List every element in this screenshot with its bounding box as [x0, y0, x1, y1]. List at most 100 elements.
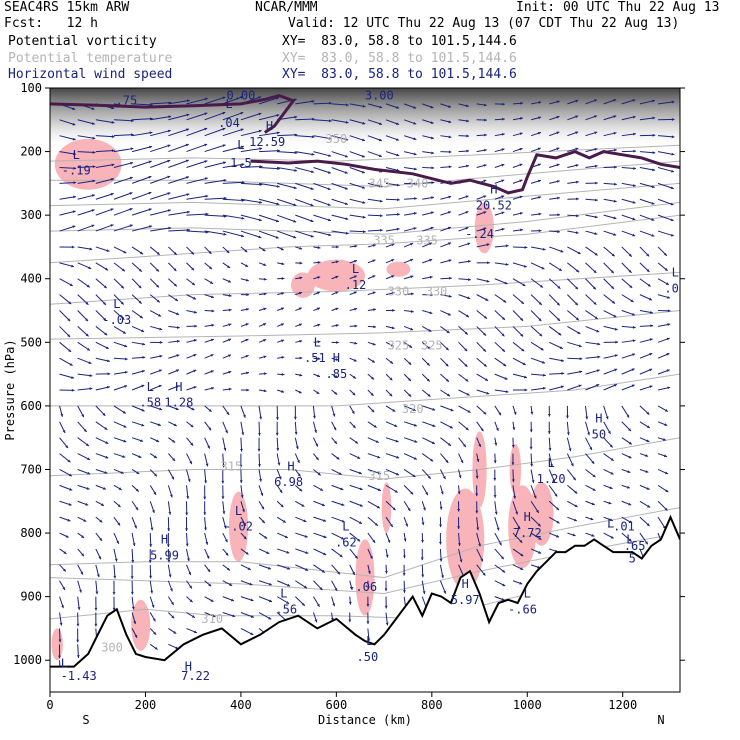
wind-arrow — [458, 278, 471, 281]
wind-arrow — [186, 612, 196, 619]
wind-arrow — [59, 453, 71, 463]
wind-arrow — [168, 210, 190, 216]
wind-arrow — [367, 182, 383, 188]
wind-arrow — [421, 485, 429, 496]
wind-arrow — [548, 262, 563, 272]
y-tick-label: 200 — [20, 145, 42, 159]
wind-arrow — [440, 326, 450, 334]
wind-arrow — [494, 132, 505, 137]
wind-arrow — [458, 373, 469, 382]
wind-arrow — [440, 310, 451, 316]
wind-arrow — [457, 517, 461, 529]
wind-arrow — [440, 294, 452, 298]
wind-arrow — [476, 341, 487, 352]
wind-arrow — [313, 291, 321, 296]
wind-arrow — [657, 166, 675, 173]
wind-arrow — [258, 469, 263, 482]
wind-arrow — [186, 194, 209, 200]
wind-arrow — [549, 246, 564, 253]
wind-arrow — [403, 325, 414, 331]
wind-arrow — [440, 150, 452, 154]
wind-arrow — [657, 437, 667, 441]
y-tick-label: 700 — [20, 462, 42, 476]
wind-arrow — [95, 421, 108, 431]
plot-frame — [49, 87, 681, 693]
wind-arrow — [295, 548, 309, 554]
wind-arrow — [239, 469, 243, 483]
wind-arrow — [494, 548, 505, 560]
wind-arrow — [476, 310, 488, 320]
wind-arrow — [422, 196, 435, 200]
wind-arrow — [95, 500, 105, 507]
wind-arrow — [567, 516, 578, 522]
wind-arrow — [494, 389, 509, 394]
wind-arrow — [494, 373, 508, 380]
wind-arrow — [603, 368, 618, 375]
wind-arrow — [167, 564, 172, 578]
wind-arrow — [113, 192, 133, 200]
pv-extremum-label: H — [490, 183, 497, 197]
wind-arrow — [494, 580, 506, 587]
wind-arrow — [603, 421, 611, 435]
wind-arrow — [313, 246, 321, 250]
wind-arrow — [95, 326, 108, 336]
wind-arrow — [240, 596, 254, 602]
wind-arrow — [76, 644, 80, 658]
wind-arrow — [440, 405, 454, 412]
wind-arrow — [331, 453, 340, 460]
wind-arrow — [149, 469, 158, 477]
wind-arrow — [331, 307, 339, 311]
wind-arrow — [295, 246, 303, 250]
wind-arrow — [204, 596, 214, 603]
pv-extremum-label: -.06 — [348, 580, 377, 594]
wind-arrow — [204, 517, 207, 531]
wind-arrow — [585, 469, 596, 478]
wind-arrow — [548, 278, 561, 290]
wind-arrow — [59, 564, 67, 572]
wind-arrow — [221, 469, 225, 484]
pv-extremum-label: -.24 — [465, 227, 494, 241]
wind-arrow — [603, 165, 617, 169]
wind-arrow — [403, 357, 412, 366]
wind-arrow — [95, 372, 111, 376]
wind-arrow — [367, 103, 383, 109]
wind-arrow — [221, 485, 225, 500]
wind-arrow — [204, 548, 210, 559]
wind-arrow — [59, 469, 73, 477]
wind-arrow — [258, 580, 272, 586]
wind-arrow — [639, 500, 651, 508]
wind-arrow — [132, 131, 153, 137]
wind-arrow — [131, 421, 145, 427]
left-endpoint-label: S — [82, 713, 89, 727]
wind-arrow — [439, 501, 443, 510]
wind-arrow — [150, 226, 172, 232]
pv-extremum-label: H — [287, 459, 294, 473]
wind-arrow — [59, 151, 77, 156]
wind-arrow — [621, 294, 634, 303]
wind-arrow — [475, 485, 479, 497]
wind-arrow — [421, 517, 425, 526]
wind-arrow — [476, 211, 487, 216]
wind-arrow — [585, 115, 598, 121]
wind-arrow — [404, 292, 414, 296]
wind-arrow — [331, 198, 349, 206]
wind-arrow — [149, 564, 153, 579]
wind-arrow — [112, 580, 116, 595]
theta-label: 325 — [421, 338, 443, 352]
wind-arrow — [168, 176, 190, 184]
wind-arrow — [240, 129, 262, 137]
wind-arrow — [621, 405, 630, 418]
wind-arrow — [567, 180, 579, 184]
wind-arrow — [476, 326, 487, 336]
wind-arrow — [603, 405, 609, 420]
wind-arrow — [585, 262, 597, 274]
wind-arrow — [440, 259, 452, 264]
wind-arrow — [458, 453, 464, 464]
wind-arrow — [77, 150, 96, 154]
wind-arrow — [77, 500, 89, 506]
wind-arrow — [130, 580, 134, 595]
wind-arrow — [331, 500, 345, 506]
pv-extremum-label: 7.72 — [513, 526, 542, 540]
wind-arrow — [258, 323, 267, 327]
wind-arrow — [312, 421, 318, 433]
